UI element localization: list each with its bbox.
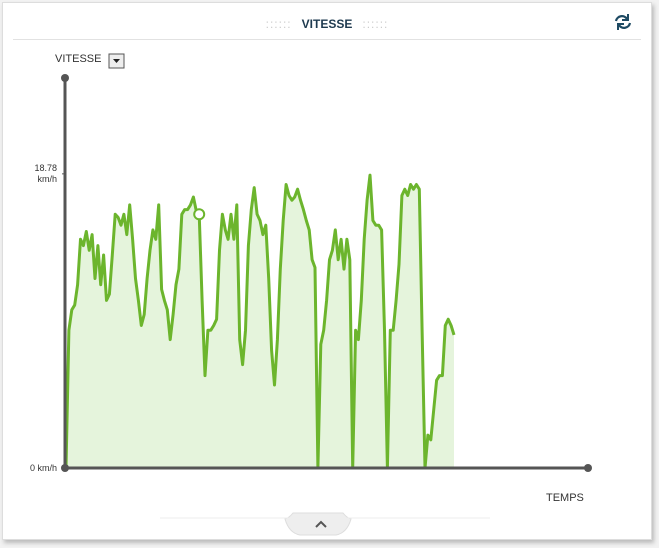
y-tick-label: 0 km/h [29, 462, 57, 473]
refresh-icon[interactable] [614, 14, 632, 30]
y-axis-end [61, 74, 69, 82]
y-tick-label: 18.78 km/h [34, 162, 57, 184]
collapse-chevron[interactable] [315, 520, 327, 528]
y-axis-label: VITESSE [55, 53, 102, 65]
speed-line [64, 173, 456, 470]
area-fill [66, 175, 454, 468]
hover-marker [193, 208, 206, 221]
x-axis-end [584, 464, 592, 472]
dropdown-arrow[interactable] [113, 59, 120, 63]
title-text: VITESSE [301, 17, 353, 31]
widget-title: :::::: VITESSE :::::: [265, 17, 389, 31]
x-axis-label: TEMPS [546, 492, 584, 504]
header-divider [13, 39, 641, 40]
